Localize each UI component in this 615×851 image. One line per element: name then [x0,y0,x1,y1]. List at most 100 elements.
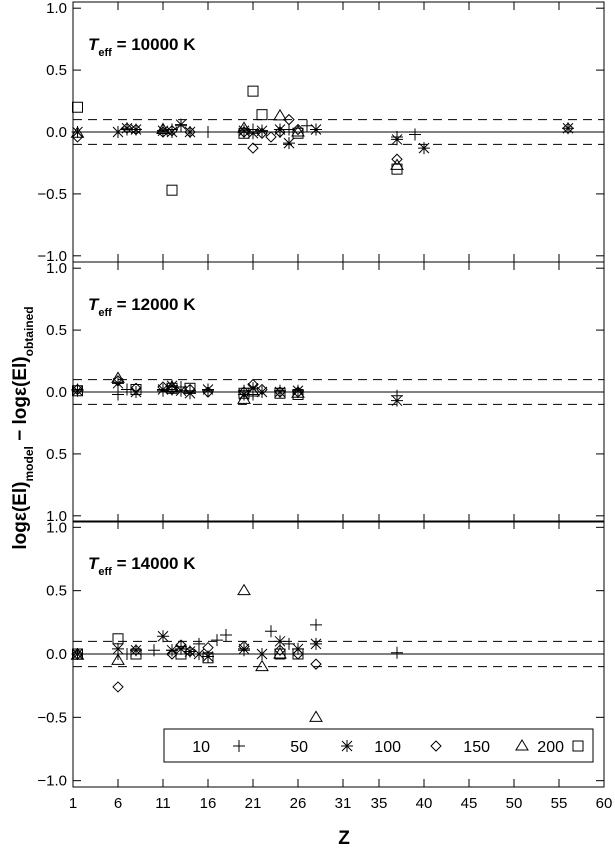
data-point-asterisk [166,126,178,138]
teff-symbol: T [88,35,100,54]
data-point-diamond [166,125,178,137]
data-point-diamond [121,122,133,134]
data-point-diamond [175,639,187,651]
y-tick-label: −0.5 [37,709,67,726]
data-point-triangle [291,386,305,398]
y-tick-label: 0.0 [46,646,67,663]
series-50 [71,118,574,155]
legend-marker-asterisk [341,740,353,752]
y-axis-title: logε(El)model − logε(El)obtained [10,306,36,549]
series-200 [72,85,403,196]
teff-symbol: T [88,295,100,314]
series-100 [71,375,304,398]
data-point-diamond [71,131,84,143]
data-point-plus [310,618,322,631]
data-point-diamond [247,142,259,154]
data-point-diamond [238,386,250,398]
data-point-diamond [274,126,286,138]
y-tick-label: −1.0 [37,248,67,265]
data-point-asterisk [238,642,250,655]
data-point-triangle [165,380,179,392]
legend-marker-triangle [515,739,529,751]
data-point-asterisk [175,118,187,131]
x-tick-label: 55 [551,795,568,812]
data-point-plus [193,637,205,650]
data-point-asterisk [157,630,169,643]
data-point-diamond [130,123,142,136]
data-point-square [166,382,178,394]
teff-symbol: T [88,554,100,573]
data-point-diamond [166,383,178,396]
legend-label-100: 100 [374,739,401,756]
data-point-diamond [166,648,178,660]
data-point-asterisk [166,379,178,392]
data-point-asterisk [247,127,259,140]
data-point-asterisk [130,644,142,657]
data-point-square [238,387,250,399]
chart-panels: 1.0 0.5 0.0 −0.5 −1.0 Teff = 10000 K 1.0 0.5 0.0… [37,0,612,812]
data-point-asterisk [274,123,286,136]
data-point-diamond [265,131,277,143]
data-point-square [130,384,142,396]
data-point-triangle [111,371,125,383]
data-point-triangle [111,653,125,665]
data-point-asterisk [310,637,322,650]
y-tick-label: 0.0 [46,124,67,141]
data-point-triangle [273,647,287,659]
x-tick-label: 31 [335,795,352,812]
data-point-diamond [112,375,124,387]
panel-2: 1.0 0.5 0.0 0.5 1.0 Teff = 12000 K [46,260,605,525]
legend-marker-plus [233,740,245,752]
y-tick-label: 0.5 [46,62,67,79]
x-axis-title: Z [338,828,350,849]
data-point-asterisk [256,648,268,660]
data-point-asterisk [112,642,124,655]
data-point-asterisk [238,388,250,401]
x-tick-label: 21 [245,795,262,812]
x-tick-label: 6 [114,795,122,812]
legend-label-10: 10 [192,739,210,756]
series-100 [71,113,574,165]
data-point-asterisk [112,126,124,138]
data-point-diamond [256,383,268,396]
data-point-diamond [562,122,574,134]
y-tick-label: 0.5 [46,446,67,463]
teff-subscript: eff [98,566,112,578]
legend-label-150: 150 [463,739,490,756]
data-point-diamond [184,645,196,658]
data-point-diamond [238,640,250,653]
data-point-diamond [274,386,286,398]
data-point-square [72,385,83,397]
data-point-asterisk [247,382,259,395]
y-tick-label: 1.0 [46,508,67,525]
data-point-square [184,382,196,394]
y-axis-title-main: logε(El) [10,482,31,550]
data-point-asterisk [184,645,196,658]
teff-subscript: eff [98,47,112,59]
data-point-square [166,184,178,196]
data-point-triangle [246,385,260,397]
data-point-diamond [202,386,214,398]
data-point-asterisk [274,386,286,398]
data-point-square [292,648,304,660]
data-point-square [112,633,124,645]
data-point-asterisk [71,648,84,660]
data-point-asterisk [292,384,304,397]
panel-teff-label: Teff = 14000 K [88,554,196,578]
data-point-plus [211,634,223,647]
x-tick-label: 35 [371,795,388,812]
data-point-triangle [70,126,85,138]
x-tick-label: 50 [506,795,523,812]
data-point-square [238,127,250,139]
data-point-diamond [157,381,169,393]
data-point-asterisk [130,123,142,136]
data-point-square [274,648,286,660]
panel-teff-label: Teff = 12000 K [88,295,196,319]
teff-value: = 10000 K [112,35,196,54]
y-tick-label: 0.0 [46,384,67,401]
data-point-square [72,648,83,660]
data-point-asterisk [202,650,214,663]
series-10 [71,381,403,402]
